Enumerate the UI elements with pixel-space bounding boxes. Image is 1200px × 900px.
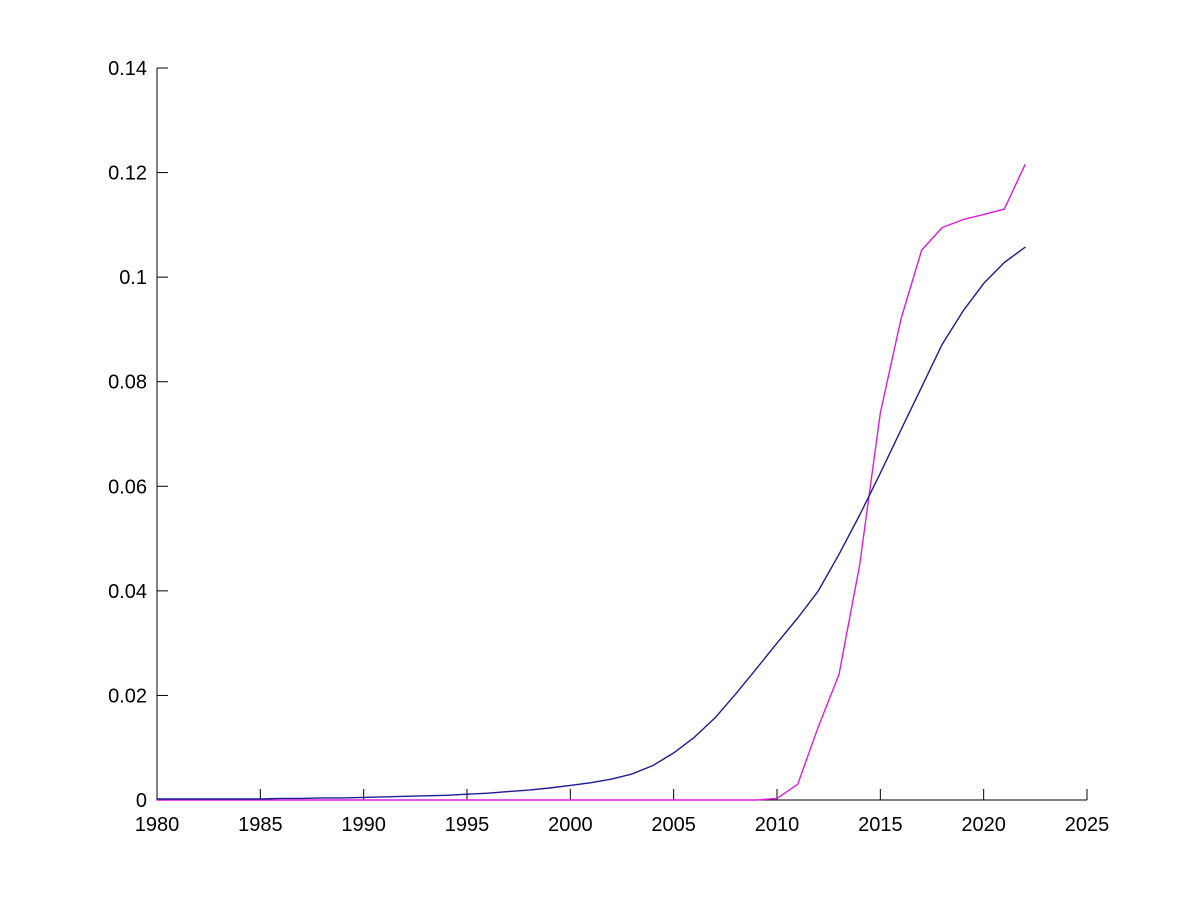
x-tick-label: 2020 — [961, 814, 1006, 836]
y-tick-label: 0.06 — [108, 476, 147, 498]
y-tick-label: 0.08 — [108, 372, 147, 394]
x-tick-label: 2005 — [651, 814, 696, 836]
y-tick-label: 0.04 — [108, 581, 147, 603]
y-tick-label: 0.12 — [108, 163, 147, 185]
x-tick-label: 1990 — [341, 814, 386, 836]
y-tick-label: 0.1 — [119, 267, 147, 289]
y-tick-label: 0.14 — [108, 58, 147, 80]
x-tick-label: 2015 — [858, 814, 903, 836]
x-tick-label: 1980 — [135, 814, 180, 836]
series-line-smooth-dark-blue-curve — [156, 246, 1026, 800]
x-tick-label: 2010 — [755, 814, 800, 836]
y-tick-label: 0.02 — [108, 685, 147, 707]
x-tick-label: 2025 — [1065, 814, 1110, 836]
y-tick-label: 0 — [136, 790, 147, 812]
x-tick-label: 1995 — [445, 814, 490, 836]
x-tick-label: 1985 — [238, 814, 283, 836]
x-tick-label: 2000 — [548, 814, 593, 836]
series-line-magenta-curve — [156, 163, 1026, 801]
